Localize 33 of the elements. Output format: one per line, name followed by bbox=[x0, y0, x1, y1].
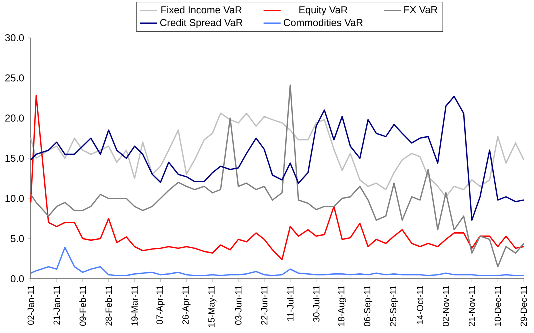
x-tick-label: 21-Jan-11 bbox=[54, 286, 60, 325]
x-tick-label: 06-Sep-11 bbox=[364, 286, 372, 327]
x-tick-label: 19-Mar-11 bbox=[132, 286, 138, 326]
x-tick-label: 26-Apr-11 bbox=[182, 286, 191, 324]
x-tick-label: 11-Jul-11 bbox=[287, 286, 294, 322]
x-tick-label: 03-Jun-11 bbox=[235, 286, 242, 326]
legend-label: Fixed Income VaR bbox=[162, 6, 242, 14]
y-tick-label: 15.0 bbox=[6, 154, 24, 162]
x-tick-label: 15-May-11 bbox=[208, 286, 217, 328]
x-tick-label: 25-Sep-11 bbox=[390, 286, 398, 326]
y-tick-label: 30.0 bbox=[5, 34, 24, 42]
legend-label: Commodities VaR bbox=[284, 19, 363, 26]
x-tick-label: 07-Apr-11 bbox=[156, 286, 165, 325]
x-tick-label: 02-Nov-11 bbox=[442, 286, 450, 327]
legend-label: Equity VaR bbox=[300, 6, 348, 16]
line-series bbox=[30, 112, 525, 198]
x-tick-label: 18-Aug-11 bbox=[338, 286, 346, 326]
x-tick-label: 22-Jun-11 bbox=[261, 286, 268, 325]
y-tick-label: 10.0 bbox=[6, 195, 24, 202]
x-tick-label: 30-Jul-11 bbox=[313, 286, 320, 322]
x-tick-label: 28-Feb-11 bbox=[106, 286, 112, 326]
legend-label: Credit Spread VaR bbox=[160, 19, 243, 28]
y-tick-label: 0.0 bbox=[10, 275, 24, 283]
x-tick-label: 14-Oct-11 bbox=[417, 286, 424, 324]
y-tick-label: 20.0 bbox=[6, 114, 24, 122]
x-tick-label: 29-Dec-11 bbox=[520, 286, 528, 326]
x-tick-label: 21-Nov-11 bbox=[468, 286, 476, 326]
y-tick-label: 25.0 bbox=[6, 74, 24, 82]
y-tick-label: 5.0 bbox=[10, 235, 24, 242]
x-tick-label: 09-Feb-11 bbox=[80, 286, 86, 326]
x-tick-label: 02-Jan-11 bbox=[28, 286, 34, 326]
legend-label: FX VaR bbox=[404, 6, 438, 14]
x-tick-label: 10-Dec-11 bbox=[494, 286, 502, 326]
